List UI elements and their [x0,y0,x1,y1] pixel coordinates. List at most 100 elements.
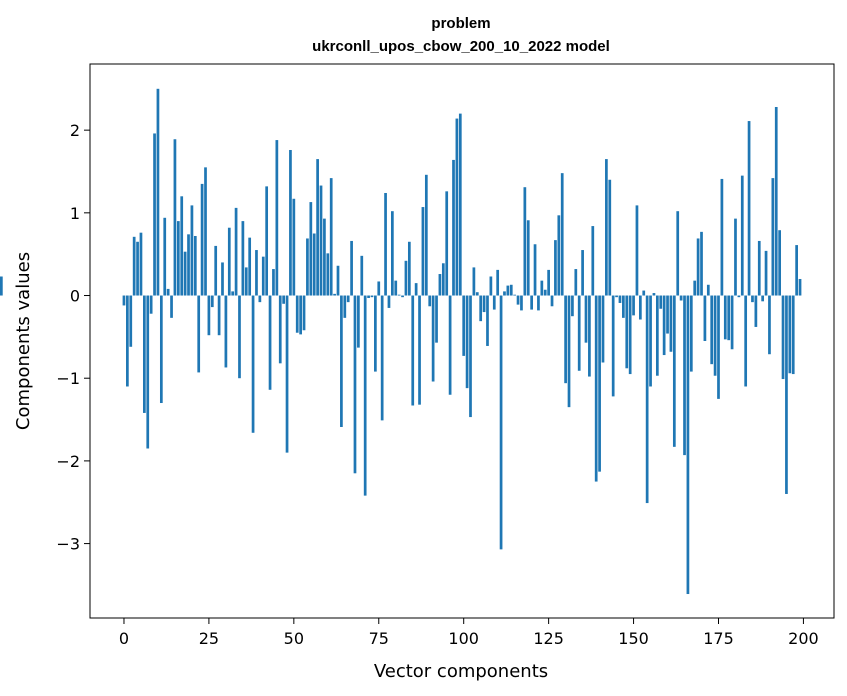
bar [387,295,391,308]
bar [588,295,591,377]
bar [435,295,438,343]
x-tick-label: 50 [284,629,304,648]
bar [571,295,574,317]
x-tick-label: 100 [448,629,479,648]
bar [329,178,333,296]
bar [594,295,598,482]
bar [465,295,469,389]
y-tick-label: −1 [56,369,80,388]
bar [231,291,235,296]
bar [601,295,605,363]
bar [574,269,578,296]
bar [622,295,625,318]
bar [261,256,265,296]
bar [584,295,588,343]
bar [210,295,214,308]
bar [547,269,550,296]
bar [299,295,302,335]
x-tick-label: 125 [533,629,564,648]
bar [645,295,649,504]
bar [445,191,449,296]
bar [363,295,367,496]
bar [258,295,262,303]
bar [479,295,483,322]
bar [367,295,370,299]
bar [486,295,489,346]
bar [221,262,224,296]
bar [686,295,690,595]
bar [265,186,269,296]
y-axis-ticks: −3 −2 −1 0 1 2 [56,121,90,554]
bar [615,295,618,298]
bar [567,295,571,408]
bar [598,295,601,472]
bar [306,238,309,296]
bar [374,295,377,372]
bar [564,295,567,384]
bar [292,198,296,296]
bar [472,267,476,296]
bar [768,295,771,355]
bar [448,295,452,395]
bar [635,205,639,296]
bar [662,295,666,356]
bar [489,276,493,296]
bar [608,179,612,296]
bar [462,295,466,356]
bar [122,295,126,306]
x-tick-label: 25 [199,629,219,648]
bar [255,250,258,296]
bar [482,295,486,313]
bar [703,295,707,341]
bar [676,211,680,296]
bar [397,294,401,296]
bar [700,231,703,296]
bar [560,173,564,296]
bar [275,140,279,296]
bar [380,295,384,421]
bars-group [0,88,802,595]
bar [384,192,387,296]
bar [747,121,751,296]
bar [197,295,201,373]
bar [659,295,663,309]
bar [798,278,802,296]
bar [638,295,642,320]
bar [428,295,432,307]
bar [278,295,282,364]
bar [458,113,462,296]
bar [503,291,506,296]
bar [146,295,150,449]
bar [156,88,160,296]
bar [734,218,737,296]
bar [217,295,221,336]
bar [581,250,584,296]
bar [295,295,299,333]
bar [605,159,608,296]
bar [350,240,353,296]
bar [625,295,629,369]
bar [740,175,744,296]
bar [323,218,326,296]
bar [537,295,540,311]
bar [404,260,408,296]
bar [421,207,425,296]
bar [649,295,652,387]
bar [227,227,231,296]
bar [652,293,656,296]
bar [499,295,503,550]
y-tick-label: −2 [56,452,80,471]
bar [557,215,561,296]
bar [744,295,748,387]
bar [554,240,557,296]
bar [757,240,761,296]
bar [340,295,343,427]
bar [455,118,459,296]
bar [761,295,765,302]
bar [170,295,173,318]
bar [720,178,724,296]
bar [666,295,669,334]
bar [441,263,445,296]
bar [693,280,697,296]
bar [302,295,306,331]
